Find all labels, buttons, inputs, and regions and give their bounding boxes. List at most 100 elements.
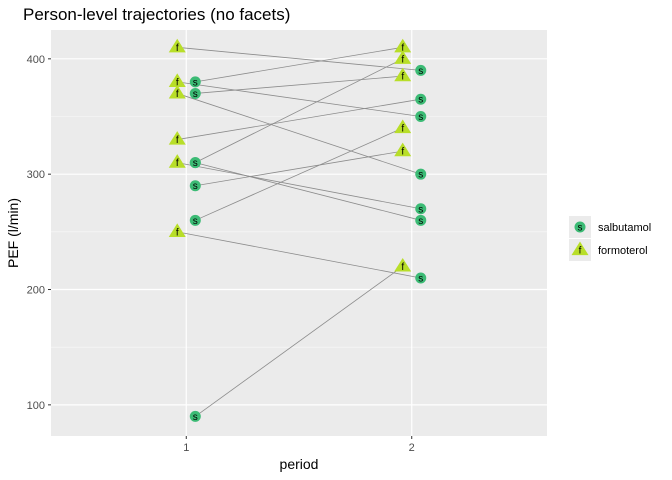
legend-label: formoterol (598, 245, 648, 257)
x-axis-title: period (280, 456, 319, 472)
grid-minor (51, 116, 547, 348)
triangle-marker (168, 84, 186, 99)
marker-label: s (193, 158, 198, 169)
trajectory-line (177, 98, 421, 140)
trajectory-line (177, 231, 421, 279)
circle-marker (189, 157, 201, 169)
marker-label: s (193, 77, 198, 88)
data-point: s (189, 87, 201, 100)
data-point: s (415, 111, 427, 123)
circle-marker (574, 221, 586, 233)
circle-marker (189, 410, 201, 422)
triangle-marker (394, 38, 412, 53)
data-point: f (394, 257, 412, 273)
trajectory-line (195, 127, 403, 221)
circle-marker (415, 203, 427, 215)
legend-item-salbutamol: s salbutamol (569, 216, 651, 238)
data-point: f (394, 50, 412, 65)
y-tick-label: 200 (27, 285, 45, 297)
data-point: f (168, 154, 186, 169)
marker-label: f (176, 135, 179, 146)
data-point: f (168, 223, 186, 238)
circle-marker (189, 180, 201, 192)
trajectory-line (195, 75, 403, 94)
circle-marker (415, 64, 427, 76)
marker-label: s (418, 216, 423, 227)
circle-marker (415, 111, 427, 123)
marker-label: s (193, 412, 198, 423)
trajectory-line (195, 46, 403, 83)
y-tick-label: 100 (27, 400, 45, 412)
data-point: s (189, 76, 201, 88)
data-point: s (189, 214, 201, 227)
marker-label: s (418, 204, 423, 215)
triangle-marker (168, 131, 186, 145)
y-tick-label: 400 (27, 54, 45, 66)
data-point: f (168, 38, 186, 54)
data-points: fssffsfssffssffssssfsffssf (168, 38, 427, 423)
triangle-marker (571, 241, 589, 256)
trajectory-line (177, 93, 421, 175)
y-axis-title: PEF (l/min) (5, 198, 21, 268)
marker-label: f (176, 89, 179, 100)
trajectory-line (195, 58, 403, 163)
data-point: f (394, 38, 412, 54)
data-point: s (415, 272, 427, 284)
circle-marker (189, 214, 201, 226)
legend-marker: f (571, 241, 589, 257)
trajectory-lines (177, 46, 421, 417)
circle-marker (189, 87, 201, 99)
marker-label: f (401, 54, 404, 65)
plot-panel (51, 30, 547, 436)
marker-label: f (401, 43, 404, 54)
marker-label: s (418, 170, 423, 181)
circle-marker (189, 76, 201, 88)
triangle-marker (394, 50, 412, 64)
legend-item-formoterol: f formoterol (569, 239, 648, 261)
legend: s salbutamol f formoterol (569, 216, 651, 261)
data-point: s (415, 203, 427, 215)
data-point: s (189, 410, 201, 423)
marker-label: f (176, 43, 179, 54)
circle-marker (415, 214, 427, 226)
data-point: f (168, 131, 186, 146)
y-tick-label: 300 (27, 169, 45, 181)
data-point: s (415, 64, 427, 77)
y-axis: 100 200 300 400 (27, 54, 51, 412)
triangle-marker (168, 73, 186, 88)
circle-marker (415, 168, 427, 180)
legend-marker: s (574, 221, 586, 234)
data-point: s (189, 157, 201, 169)
trajectory-line (195, 162, 421, 221)
data-point: f (168, 73, 186, 88)
marker-label: s (418, 112, 423, 123)
marker-label: s (418, 66, 423, 77)
data-point: f (168, 84, 186, 100)
circle-marker (415, 93, 427, 105)
triangle-marker (394, 257, 412, 272)
legend-label: salbutamol (598, 222, 651, 234)
marker-label: f (401, 72, 404, 83)
marker-label: f (176, 158, 179, 169)
data-point: s (415, 214, 427, 227)
marker-label: f (401, 147, 404, 158)
marker-label: s (578, 223, 583, 234)
data-point: s (415, 168, 427, 181)
chart-title: Person-level trajectories (no facets) (23, 5, 290, 24)
trajectory-line (195, 150, 403, 187)
data-point: s (189, 180, 201, 192)
marker-label: f (176, 227, 179, 238)
marker-label: f (401, 262, 404, 273)
marker-label: f (401, 124, 404, 135)
triangle-marker (168, 223, 186, 237)
trajectory-line (177, 46, 421, 71)
triangle-marker (168, 154, 186, 168)
triangle-marker (168, 38, 186, 53)
triangle-marker (394, 67, 412, 82)
trajectory-line (195, 266, 403, 417)
triangle-marker (394, 142, 412, 157)
trajectory-line (177, 162, 421, 210)
marker-label: s (193, 89, 198, 100)
